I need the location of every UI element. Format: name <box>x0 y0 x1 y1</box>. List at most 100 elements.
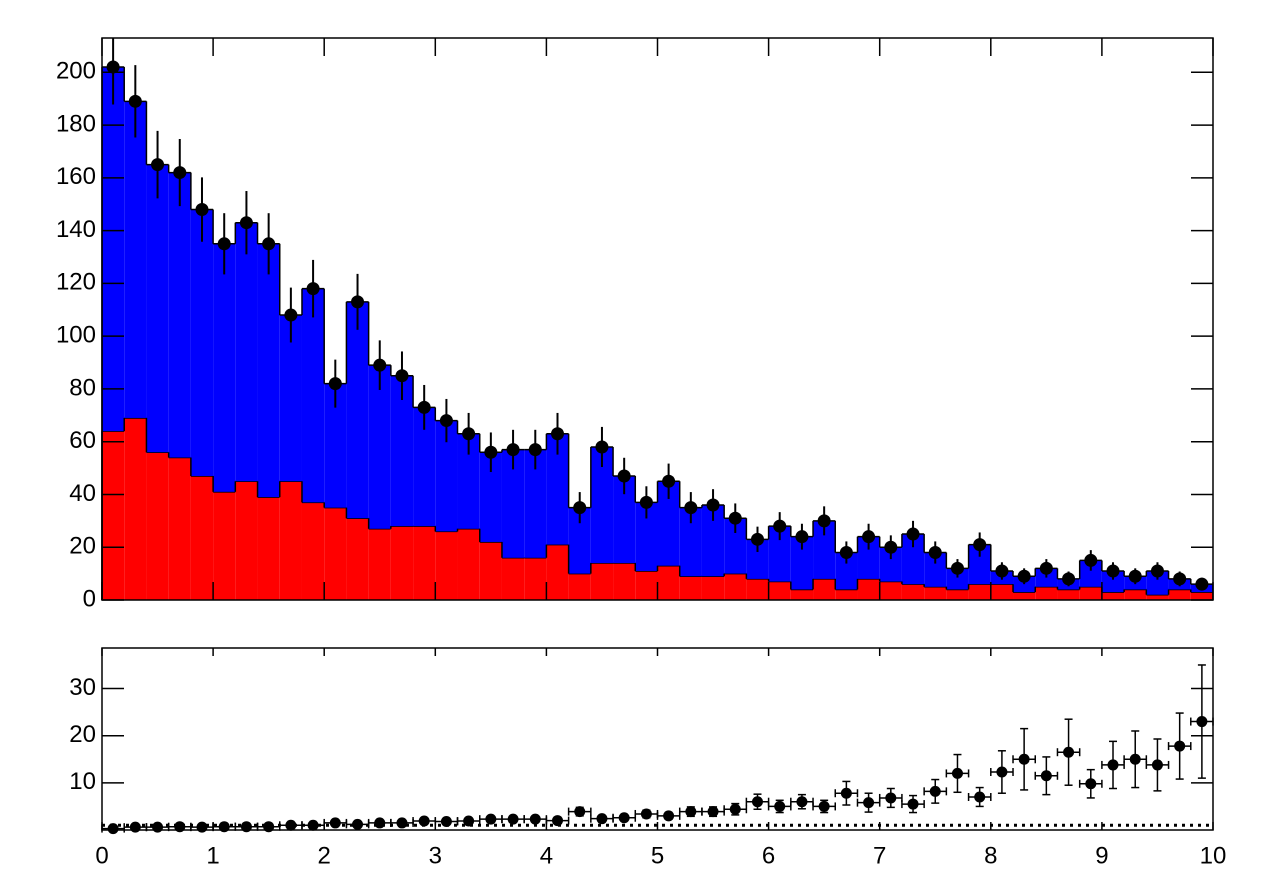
data-point <box>907 798 919 810</box>
data-point <box>707 806 719 818</box>
bar-segment <box>457 433 480 529</box>
bar-segment <box>501 449 525 558</box>
bar-segment <box>479 452 502 542</box>
data-point <box>528 443 542 457</box>
data-point <box>885 792 897 804</box>
data-point <box>1063 746 1075 758</box>
data-point <box>595 440 609 454</box>
data-point <box>973 538 987 552</box>
bar-segment <box>546 544 569 600</box>
bar-segment <box>279 481 302 600</box>
y-tick-label: 120 <box>56 269 96 296</box>
data-point <box>995 564 1009 578</box>
bar-segment <box>301 502 325 600</box>
data-point <box>884 540 898 554</box>
bar-segment <box>724 573 747 600</box>
data-point <box>617 469 631 483</box>
bar-segment <box>857 536 880 579</box>
bar-segment <box>1079 586 1102 600</box>
x-tick-label: 2 <box>318 842 331 869</box>
data-point <box>395 369 409 383</box>
data-point <box>484 445 498 459</box>
bar-segment <box>457 528 480 600</box>
y-tick-label: 80 <box>69 374 96 401</box>
bar-segment <box>524 449 547 558</box>
data-point <box>106 60 120 74</box>
data-point <box>1151 759 1163 771</box>
data-point <box>663 810 675 822</box>
data-point <box>1039 561 1053 575</box>
bar-segment <box>990 584 1014 600</box>
bar-segment <box>813 578 836 600</box>
x-tick-label: 10 <box>1200 842 1227 869</box>
data-point <box>485 813 497 825</box>
data-point <box>796 796 808 808</box>
x-tick-label: 9 <box>1095 842 1108 869</box>
data-point <box>573 501 587 515</box>
data-point <box>351 295 365 309</box>
bar-segment <box>568 573 591 600</box>
bar-segment <box>1101 592 1125 600</box>
bar-segment <box>657 565 680 600</box>
data-point <box>285 819 297 831</box>
bar-segment <box>879 581 902 600</box>
data-point <box>417 400 431 414</box>
data-point <box>396 817 408 829</box>
y-tick-label: 40 <box>69 480 96 507</box>
bar-segment <box>213 243 236 492</box>
y-tick-label: 0 <box>83 585 96 612</box>
y-tick-label: 180 <box>56 110 96 137</box>
data-point <box>552 815 564 827</box>
x-tick-label: 1 <box>206 842 219 869</box>
bar-segment <box>790 589 814 600</box>
y-tick-label: 100 <box>56 321 96 348</box>
bar-segment <box>901 584 925 600</box>
data-point <box>151 158 165 172</box>
bar-segment <box>701 576 725 600</box>
bar-segment <box>1079 560 1102 587</box>
y-tick-label: 160 <box>56 163 96 190</box>
data-point <box>374 817 386 829</box>
bar-segment <box>257 497 280 600</box>
data-point <box>307 819 319 831</box>
data-point <box>239 216 253 230</box>
bar-segment <box>768 526 791 582</box>
data-point <box>328 377 342 391</box>
data-point <box>950 561 964 575</box>
bar-segment <box>257 243 280 498</box>
bar-segment <box>346 301 369 519</box>
data-point <box>463 815 475 827</box>
data-point <box>439 414 453 428</box>
bar-segment <box>146 452 169 600</box>
data-point <box>173 166 187 180</box>
x-tick-label: 3 <box>429 842 442 869</box>
bar-segment <box>324 507 347 600</box>
bar-segment <box>1190 592 1213 600</box>
data-point <box>818 800 830 812</box>
data-point <box>951 767 963 779</box>
bar-segment <box>479 541 502 600</box>
bar-segment <box>946 589 969 600</box>
data-point <box>440 816 452 828</box>
bar-segment <box>813 520 836 579</box>
bar-segment <box>901 534 925 585</box>
data-point <box>195 203 209 217</box>
data-point <box>774 800 786 812</box>
bar-segment <box>701 505 725 577</box>
data-point <box>129 821 141 833</box>
bar-segment <box>524 557 547 600</box>
data-point <box>551 427 565 441</box>
data-point <box>196 821 208 833</box>
bar-segment <box>790 536 814 590</box>
data-point <box>662 474 676 488</box>
bar-segment <box>924 552 947 587</box>
bar-segment <box>168 457 191 600</box>
data-point <box>262 237 276 251</box>
bar-segment <box>102 431 125 600</box>
x-tick-label: 5 <box>651 842 664 869</box>
data-point <box>1018 753 1030 765</box>
bar-segment <box>613 475 636 564</box>
data-point <box>773 519 787 533</box>
bar-segment <box>190 475 214 600</box>
y-tick-label: 200 <box>56 58 96 85</box>
